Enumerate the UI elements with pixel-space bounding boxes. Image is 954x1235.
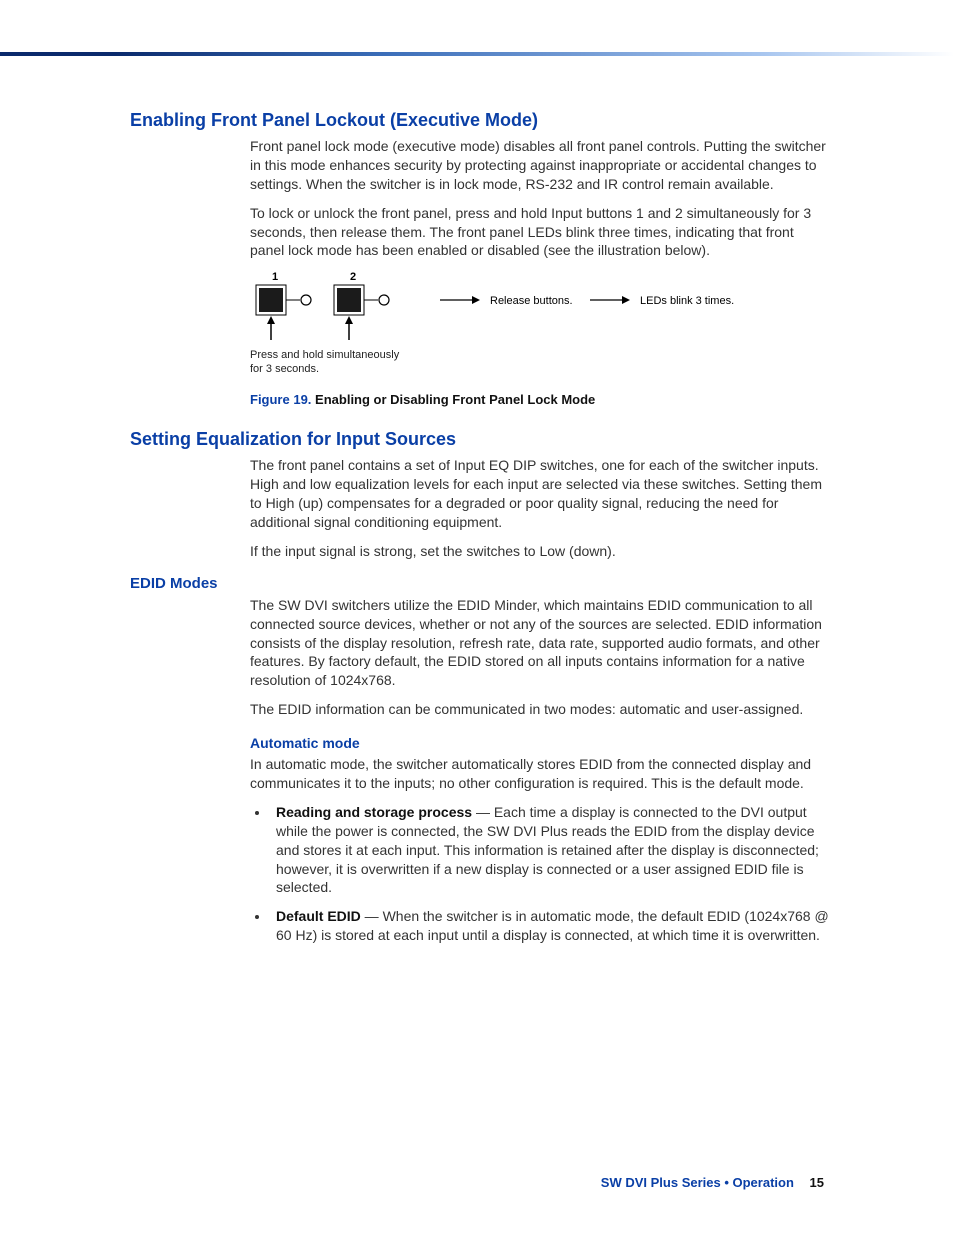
subheading-automatic: Automatic mode (250, 735, 830, 751)
page-content: Enabling Front Panel Lockout (Executive … (130, 110, 830, 955)
bullet-label: Reading and storage process (276, 804, 472, 820)
list-item: Reading and storage process — Each time … (270, 803, 830, 897)
paragraph: The front panel contains a set of Input … (250, 456, 830, 532)
paragraph: In automatic mode, the switcher automati… (250, 755, 830, 793)
page-footer: SW DVI Plus Series • Operation 15 (601, 1175, 824, 1190)
heading-lockout: Enabling Front Panel Lockout (Executive … (130, 110, 830, 131)
paragraph: The SW DVI switchers utilize the EDID Mi… (250, 596, 830, 690)
svg-text:Press and hold simultaneously: Press and hold simultaneously (250, 349, 400, 361)
blink-label: LEDs blink 3 times. (640, 295, 734, 307)
footer-text: SW DVI Plus Series • Operation (601, 1175, 794, 1190)
figure-label: Figure 19. (250, 392, 311, 407)
bullet-list: Reading and storage process — Each time … (250, 803, 830, 945)
header-gradient-bar (0, 52, 954, 56)
paragraph: The EDID information can be communicated… (250, 700, 830, 719)
paragraph: If the input signal is strong, set the s… (250, 542, 830, 561)
page-number: 15 (810, 1175, 824, 1190)
list-item: Default EDID — When the switcher is in a… (270, 907, 830, 945)
svg-text:for 3 seconds.: for 3 seconds. (250, 363, 319, 375)
heading-eq: Setting Equalization for Input Sources (130, 429, 830, 450)
heading-edid: EDID Modes (130, 575, 830, 592)
figure-title: Enabling or Disabling Front Panel Lock M… (315, 392, 595, 407)
figure-diagram: 1 2 Release buttons. LEDs blink 3 t (250, 270, 830, 380)
figure-caption: Figure 19. Enabling or Disabling Front P… (250, 392, 830, 407)
btn2-label: 2 (350, 271, 356, 283)
bullet-label: Default EDID (276, 908, 361, 924)
paragraph: To lock or unlock the front panel, press… (250, 204, 830, 261)
paragraph: Front panel lock mode (executive mode) d… (250, 137, 830, 194)
btn1-label: 1 (272, 271, 278, 283)
release-label: Release buttons. (490, 295, 573, 307)
